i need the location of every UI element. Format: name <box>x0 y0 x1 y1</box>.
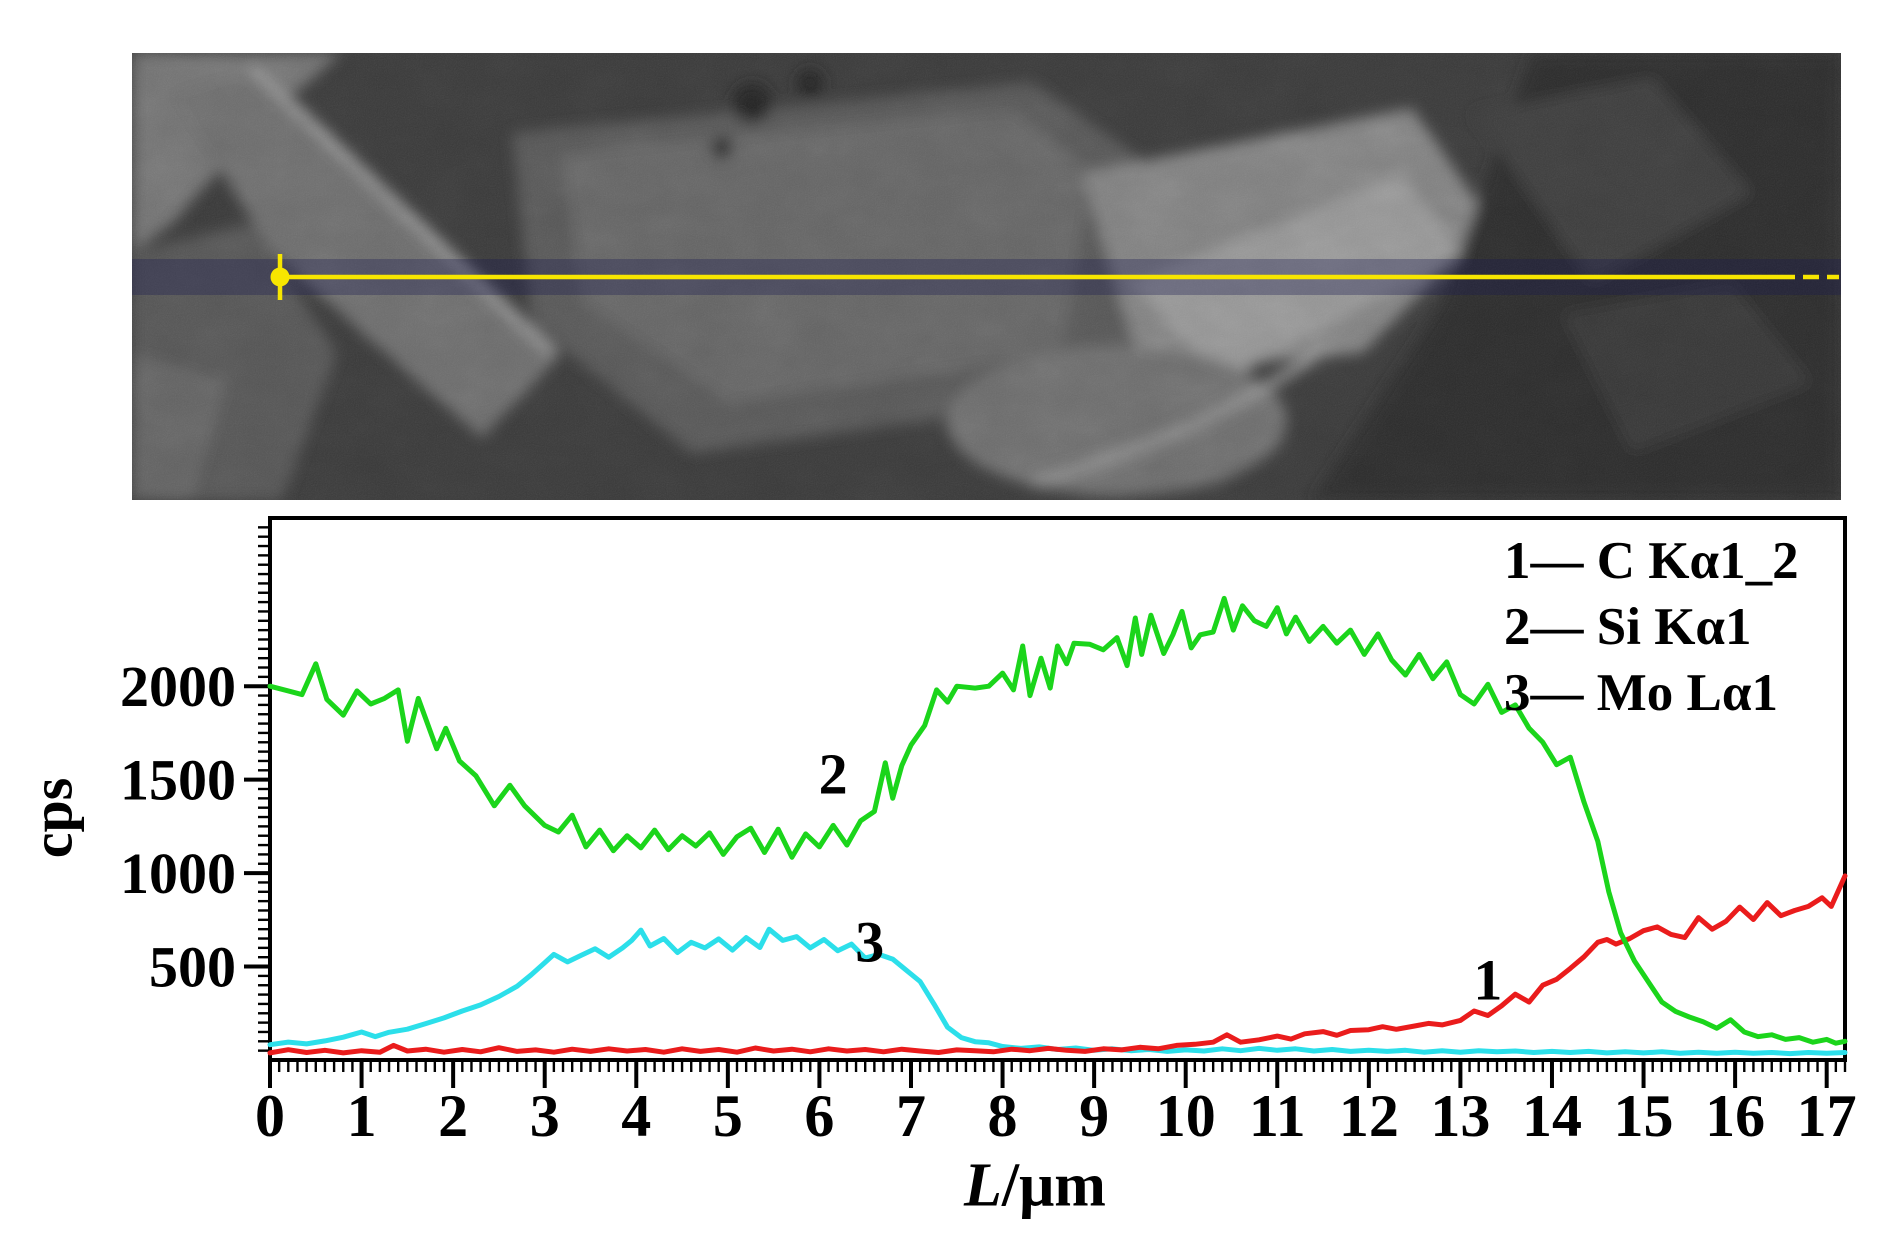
scan-start-dot <box>270 267 290 287</box>
x-axis-separator: / <box>1001 1151 1020 1220</box>
legend-dash-2: — <box>1530 598 1597 656</box>
series-3-line <box>267 926 1848 1057</box>
legend: 1— C Kα1_2 2— Si Kα1 3— Mo Lα1 <box>1504 528 1799 726</box>
x-tick-label: 2 <box>438 1083 468 1149</box>
legend-item-2: 2— Si Kα1 <box>1504 594 1799 660</box>
legend-label-3: Mo Lα1 <box>1596 664 1778 722</box>
y-tick-label: 2000 <box>120 654 236 719</box>
y-tick-label: 1000 <box>120 841 236 906</box>
x-tick-label: 11 <box>1249 1083 1306 1149</box>
x-tick-label: 10 <box>1156 1083 1216 1149</box>
legend-label-1: C Kα1_2 <box>1596 532 1799 590</box>
curve-label-3: 3 <box>855 909 885 975</box>
x-tick-label: 1 <box>347 1083 377 1149</box>
x-tick-label: 16 <box>1705 1083 1765 1149</box>
x-tick-label: 0 <box>255 1083 285 1149</box>
legend-item-1: 1— C Kα1_2 <box>1504 528 1799 594</box>
curve-label-2: 2 <box>818 741 848 807</box>
legend-key-2: 2 <box>1504 598 1531 656</box>
x-tick-label: 7 <box>896 1083 926 1149</box>
x-tick-label: 17 <box>1797 1083 1857 1149</box>
legend-key-3: 3 <box>1504 664 1531 722</box>
x-tick-label: 3 <box>530 1083 560 1149</box>
x-tick-label: 8 <box>988 1083 1018 1149</box>
y-tick-label: 500 <box>149 935 236 1000</box>
legend-dash-3: — <box>1530 664 1597 722</box>
x-tick-label: 13 <box>1430 1083 1490 1149</box>
x-axis-title: L/μm <box>964 1151 1106 1222</box>
scan-line-overlay <box>132 254 1841 300</box>
y-tick-label: 1500 <box>120 748 236 813</box>
x-tick-label: 9 <box>1079 1083 1109 1149</box>
x-tick-label: 15 <box>1614 1083 1674 1149</box>
legend-dash-1: — <box>1530 532 1597 590</box>
x-tick-label: 4 <box>621 1083 651 1149</box>
legend-key-1: 1 <box>1504 532 1531 590</box>
y-axis-title: cps <box>19 777 85 859</box>
series-1-line <box>267 873 1848 1056</box>
x-tick-label: 14 <box>1522 1083 1582 1149</box>
x-tick-label: 12 <box>1339 1083 1399 1149</box>
series-2-line <box>267 595 1848 1046</box>
legend-item-3: 3— Mo Lα1 <box>1504 660 1799 726</box>
x-tick-label: 6 <box>804 1083 834 1149</box>
plot-border <box>268 516 1847 1062</box>
legend-label-2: Si Kα1 <box>1596 598 1752 656</box>
sem-micrograph <box>132 53 1841 500</box>
x-axis-variable: L <box>964 1151 1002 1220</box>
x-axis-unit: μm <box>1019 1151 1106 1220</box>
x-tick-label: 5 <box>713 1083 743 1149</box>
curve-label-1: 1 <box>1473 947 1503 1013</box>
